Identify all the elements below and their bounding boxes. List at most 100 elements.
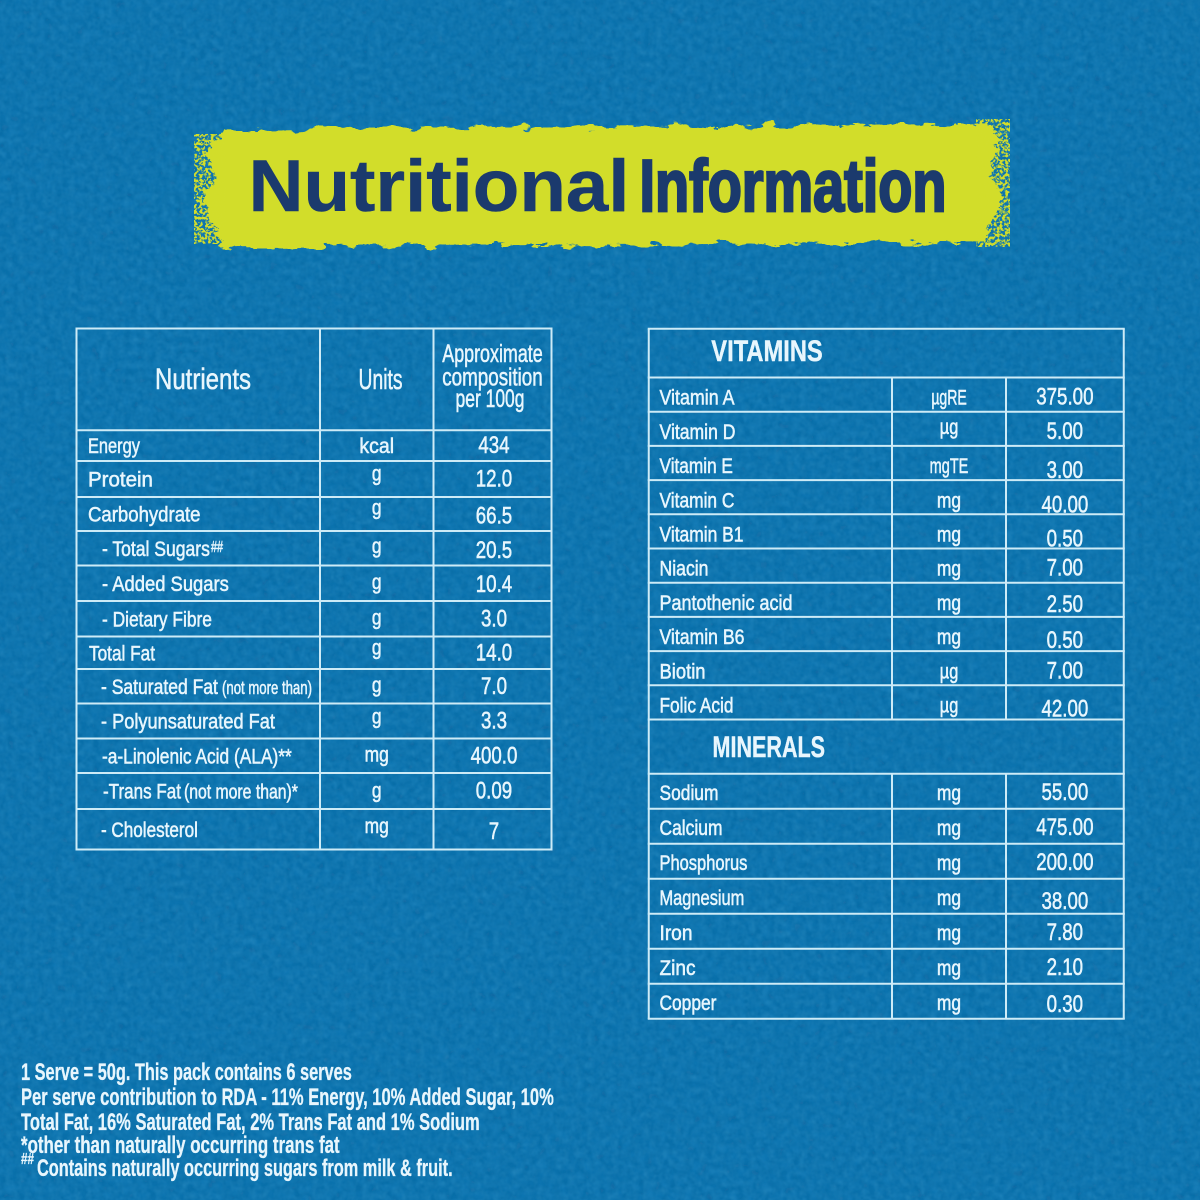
svg-text:mg: mg <box>365 814 389 838</box>
svg-text:mg: mg <box>937 852 961 876</box>
svg-text:Per serve contribution to RDA: Per serve contribution to RDA - 11% Ener… <box>21 1084 554 1111</box>
svg-text:- Dietary Fibre: - Dietary Fibre <box>102 608 212 632</box>
svg-text:(not more than)*: (not more than)* <box>184 781 298 803</box>
svg-text:Total Fat: Total Fat <box>89 642 156 666</box>
svg-text:- Polyunsaturated Fat: - Polyunsaturated Fat <box>101 710 275 734</box>
svg-text:Units: Units <box>359 364 403 396</box>
svg-text:2.10: 2.10 <box>1047 954 1083 981</box>
svg-text:Contains naturally occurring s: Contains naturally occurring sugars from… <box>37 1155 453 1182</box>
svg-text:200.00: 200.00 <box>1036 849 1093 876</box>
svg-text:mg: mg <box>937 489 961 513</box>
svg-text:Protein: Protein <box>88 468 153 492</box>
svg-text:µg: µg <box>940 694 958 718</box>
svg-text:2.50: 2.50 <box>1047 591 1083 618</box>
svg-text:- Added Sugars: - Added Sugars <box>102 573 229 597</box>
svg-text:38.00: 38.00 <box>1041 888 1088 915</box>
svg-text:kcal: kcal <box>359 434 394 458</box>
svg-text:14.0: 14.0 <box>476 639 512 666</box>
svg-text:0.50: 0.50 <box>1047 627 1083 654</box>
svg-text:per 100g: per 100g <box>456 384 525 413</box>
svg-text:g: g <box>372 462 382 486</box>
svg-text:42.00: 42.00 <box>1041 695 1088 722</box>
svg-text:3.00: 3.00 <box>1047 457 1083 484</box>
svg-text:(not more than): (not more than) <box>222 678 312 699</box>
svg-text:Nutrients: Nutrients <box>155 361 251 395</box>
svg-text:Folic Acid: Folic Acid <box>659 694 733 718</box>
svg-text:400.0: 400.0 <box>471 742 518 769</box>
svg-text:mg: mg <box>937 887 961 911</box>
svg-text:mg: mg <box>937 523 961 547</box>
svg-text:mg: mg <box>937 557 961 581</box>
svg-text:12.0: 12.0 <box>476 465 512 492</box>
svg-text:Carbohydrate: Carbohydrate <box>88 503 201 527</box>
svg-text:40.00: 40.00 <box>1041 491 1088 518</box>
svg-text:VITAMINS: VITAMINS <box>711 334 822 367</box>
svg-text:Sodium: Sodium <box>660 782 719 806</box>
svg-text:66.5: 66.5 <box>476 502 512 529</box>
svg-text:##: ## <box>21 1149 34 1167</box>
svg-text:-Trans Fat: -Trans Fat <box>103 780 181 804</box>
svg-text:7.00: 7.00 <box>1047 555 1083 582</box>
svg-text:Approximate: Approximate <box>442 339 542 368</box>
svg-text:Vitamin E: Vitamin E <box>660 454 733 478</box>
svg-text:1 Serve = 50g. This pack conta: 1 Serve = 50g. This pack contains 6 serv… <box>21 1059 352 1086</box>
svg-text:Pantothenic acid: Pantothenic acid <box>660 591 793 615</box>
svg-text:375.00: 375.00 <box>1036 384 1093 411</box>
svg-text:g: g <box>372 673 382 697</box>
svg-text:Calcium: Calcium <box>660 817 723 841</box>
svg-text:µg: µg <box>940 416 958 440</box>
svg-text:- Cholesterol: - Cholesterol <box>101 818 198 842</box>
svg-text:5.00: 5.00 <box>1047 418 1083 445</box>
svg-text:mg: mg <box>937 782 961 806</box>
svg-text:10.4: 10.4 <box>476 571 512 598</box>
svg-text:475.00: 475.00 <box>1036 814 1093 841</box>
svg-text:Copper: Copper <box>659 992 716 1016</box>
svg-text:mg: mg <box>937 625 961 649</box>
svg-text:mg: mg <box>937 817 961 841</box>
svg-text:0.09: 0.09 <box>476 777 512 804</box>
svg-text:55.00: 55.00 <box>1041 779 1088 806</box>
svg-text:g: g <box>372 606 382 630</box>
svg-text:7.00: 7.00 <box>1047 657 1083 684</box>
svg-text:Vitamin D: Vitamin D <box>660 420 736 444</box>
svg-text:Nutritional: Nutritional <box>248 144 629 226</box>
svg-text:3.3: 3.3 <box>481 707 507 734</box>
svg-text:Phosphorus: Phosphorus <box>660 852 748 876</box>
svg-text:mg: mg <box>937 591 961 615</box>
svg-text:7.80: 7.80 <box>1047 919 1083 946</box>
svg-text:mgTE: mgTE <box>930 453 969 478</box>
svg-text:7.0: 7.0 <box>481 673 507 700</box>
svg-text:0.50: 0.50 <box>1047 525 1083 552</box>
svg-text:434: 434 <box>478 432 509 459</box>
svg-text:- Total Sugars: - Total Sugars <box>102 537 210 561</box>
svg-text:Magnesium: Magnesium <box>660 887 745 911</box>
svg-text:0.30: 0.30 <box>1047 991 1083 1018</box>
svg-text:mg: mg <box>365 743 389 767</box>
svg-text:g: g <box>372 570 382 594</box>
svg-text:- Saturated Fat: - Saturated Fat <box>101 675 218 699</box>
svg-text:7: 7 <box>489 818 499 845</box>
svg-text:Information: Information <box>640 145 947 227</box>
svg-text:MINERALS: MINERALS <box>713 730 825 764</box>
svg-text:g: g <box>372 534 382 558</box>
svg-text:Total Fat, 16% Saturated Fat,: Total Fat, 16% Saturated Fat, 2% Trans F… <box>21 1109 480 1136</box>
svg-text:Energy: Energy <box>88 435 140 459</box>
svg-text:g: g <box>372 705 382 729</box>
svg-text:Niacin: Niacin <box>660 557 709 581</box>
svg-text:3.0: 3.0 <box>481 605 507 632</box>
svg-text:-a-Linolenic Acid (ALA)**: -a-Linolenic Acid (ALA)** <box>102 745 292 769</box>
svg-text:g: g <box>372 636 382 660</box>
svg-text:Zinc: Zinc <box>660 957 696 980</box>
svg-text:µg: µg <box>940 660 958 684</box>
svg-text:g: g <box>372 496 382 520</box>
svg-text:##: ## <box>211 538 223 555</box>
svg-text:mg: mg <box>937 992 961 1016</box>
svg-text:µgRE: µgRE <box>931 386 966 410</box>
svg-text:20.5: 20.5 <box>476 537 512 564</box>
svg-text:Vitamin B6: Vitamin B6 <box>659 626 744 650</box>
svg-text:Vitamin B1: Vitamin B1 <box>660 523 744 547</box>
svg-text:Vitamin A: Vitamin A <box>659 386 735 410</box>
svg-text:Biotin: Biotin <box>660 660 706 684</box>
svg-text:Vitamin C: Vitamin C <box>660 489 735 513</box>
svg-text:*other than naturally occurrin: *other than naturally occurring trans fa… <box>21 1132 340 1159</box>
